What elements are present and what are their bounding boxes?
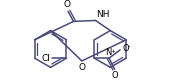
Text: Cl: Cl [42, 54, 51, 63]
Text: NH: NH [96, 10, 110, 19]
Text: +: + [110, 49, 115, 54]
Text: O: O [78, 63, 85, 72]
Text: O: O [123, 44, 130, 53]
Text: -: - [128, 43, 130, 49]
Text: O: O [111, 71, 118, 80]
Text: N: N [105, 48, 111, 57]
Text: O: O [64, 0, 71, 9]
